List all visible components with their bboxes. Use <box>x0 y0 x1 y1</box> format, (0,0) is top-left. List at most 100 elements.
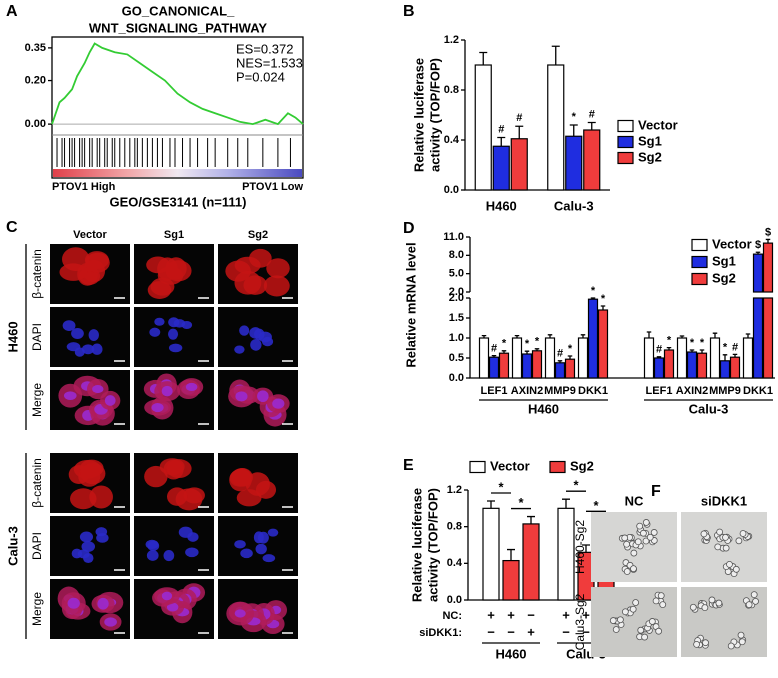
legend-swatch <box>617 135 634 149</box>
colony-cell <box>659 601 667 609</box>
x-tick-label: MMP9 <box>709 385 741 397</box>
error-bar <box>507 548 515 561</box>
colony-cell <box>646 533 654 541</box>
colony-cell <box>652 597 660 605</box>
nucleus <box>104 617 117 627</box>
bar <box>544 337 556 379</box>
nucleus <box>147 540 160 551</box>
colony-cell <box>621 608 629 616</box>
significance-mark: * <box>525 338 530 350</box>
bar <box>482 507 500 601</box>
nucleus <box>104 395 116 406</box>
bar <box>587 298 599 379</box>
nucleus <box>257 531 269 544</box>
cell <box>266 258 290 279</box>
error-bar <box>562 498 570 509</box>
x-tick-label: LEF1 <box>481 385 508 397</box>
error-bar <box>600 305 606 310</box>
bar <box>531 350 543 379</box>
cell <box>80 462 106 485</box>
error-bar <box>487 500 495 509</box>
y-tick-label: 8.0 <box>449 249 464 261</box>
significance-mark: * <box>535 336 540 348</box>
nucleus <box>272 398 285 409</box>
nucleus <box>149 327 161 337</box>
y-axis-title: Relative luciferase <box>411 58 426 172</box>
colony-cell <box>637 626 645 634</box>
panel-label: C <box>6 219 18 236</box>
bar-upper <box>762 242 774 293</box>
annotation: ES=0.372 <box>236 41 293 56</box>
bar <box>522 523 540 601</box>
annotation: NES=1.533 <box>236 55 303 70</box>
colony-cell <box>737 631 745 639</box>
nucleus <box>71 548 83 559</box>
nucleus <box>240 548 253 559</box>
bar <box>498 352 510 379</box>
colony-cell <box>632 599 640 606</box>
cell <box>85 252 110 273</box>
column-label: NC <box>625 493 644 508</box>
colony-cell <box>629 605 637 613</box>
row-label: siDKK1: <box>419 627 462 639</box>
colony-cell <box>735 537 743 545</box>
legend-label: Sg1 <box>638 133 662 148</box>
significance-mark: $ <box>765 226 771 238</box>
significance-mark: * <box>502 338 507 350</box>
panel-label: E <box>403 457 414 474</box>
x-tick-label: DKK1 <box>578 385 608 397</box>
legend-swatch <box>469 460 486 474</box>
x-tick-label: DKK1 <box>743 385 773 397</box>
nucleus <box>79 531 94 543</box>
significance-mark: # <box>516 112 522 124</box>
group-label: H460 <box>5 321 20 352</box>
significance-mark: * <box>572 111 577 123</box>
row-label: NC: <box>442 610 462 622</box>
nucleus <box>66 342 81 352</box>
cell <box>229 468 252 492</box>
error-bar <box>481 334 487 338</box>
y-tick-label: 0.8 <box>447 521 462 533</box>
significance-mark: * <box>667 335 672 347</box>
bar <box>492 145 510 191</box>
row-label: DAPI <box>30 323 44 351</box>
group-label: H460 <box>528 401 559 416</box>
legend-label: Sg2 <box>712 270 736 285</box>
nucleus <box>95 527 108 537</box>
panel-label: D <box>403 220 415 237</box>
legend-swatch <box>691 238 708 252</box>
colony-cell <box>641 633 648 641</box>
rank-heatmap <box>53 169 302 177</box>
panel-label: B <box>403 3 415 20</box>
panel-label: A <box>6 3 18 20</box>
colony-cell <box>648 618 656 625</box>
bar <box>510 138 528 191</box>
y-tick-label: 11.0 <box>443 231 464 243</box>
legend-label: Vector <box>490 458 530 473</box>
nucleus <box>146 550 159 561</box>
error-bar <box>590 297 596 300</box>
error-bar <box>765 238 771 244</box>
error-bar <box>479 51 488 65</box>
row-label: DAPI <box>30 532 44 560</box>
y-axis-title: Relative luciferase <box>409 488 424 602</box>
legend-label: Sg2 <box>570 458 594 473</box>
cell <box>249 248 272 268</box>
nucleus <box>257 390 269 403</box>
error-bar <box>557 360 563 363</box>
nucleus <box>185 382 198 392</box>
nucleus <box>187 532 199 542</box>
nucleus <box>63 391 77 400</box>
row-mark: + <box>527 624 535 639</box>
y-tick-label: 0.0 <box>444 184 459 196</box>
group-label: H460 <box>495 646 526 661</box>
chart-title: WNT_SIGNALING_PATHWAY <box>89 20 267 35</box>
bar <box>521 353 533 379</box>
nucleus <box>234 609 246 618</box>
error-bar <box>712 332 718 338</box>
row-mark: − <box>562 624 570 639</box>
colony-image <box>591 587 677 657</box>
nucleus <box>97 597 109 610</box>
row-mark: + <box>582 607 590 622</box>
cell <box>70 488 97 510</box>
